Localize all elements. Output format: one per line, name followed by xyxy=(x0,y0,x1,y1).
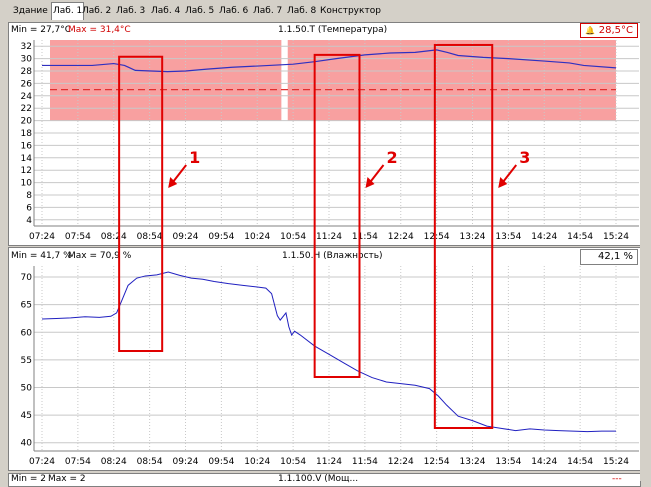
tab-constructor[interactable]: Конструктор xyxy=(320,6,381,16)
window-right-edge xyxy=(640,20,651,481)
tab-bar: Здание Лаб. 1 Лаб. 2 Лаб. 3 Лаб. 4 Лаб. 5 Лаб.… xyxy=(0,0,651,20)
temp-x-tick-label: 12:54 xyxy=(424,232,450,242)
temp-max-label: Max = 31,4°C xyxy=(68,25,131,35)
tab-lab-6[interactable]: Лаб. 6 xyxy=(219,6,249,16)
hum-x-tick-label: 09:54 xyxy=(208,457,234,467)
temp-current-value: 28,5°C xyxy=(598,25,633,36)
temp-y-tick-label: 32 xyxy=(21,42,32,52)
temp-x-tick-label: 14:54 xyxy=(567,232,593,242)
temp-x-tick-label: 11:24 xyxy=(316,232,342,242)
temp-x-tick-label: 12:24 xyxy=(388,232,414,242)
hum-x-tick-label: 08:54 xyxy=(137,457,163,467)
tab-lab-3[interactable]: Лаб. 3 xyxy=(116,6,146,16)
hum-x-tick-label: 07:54 xyxy=(65,457,91,467)
temp-x-tick-label: 08:24 xyxy=(101,232,127,242)
power-min-label: Min = 2 xyxy=(11,474,46,484)
hum-y-tick-label: 60 xyxy=(21,328,33,338)
tab-lab-7[interactable]: Лаб. 7 xyxy=(253,6,283,16)
temp-min-label: Min = 27,7°C xyxy=(11,25,72,35)
humidity-chart: 07:24 07:54 08:24 08:54 09:24 09:54 10:24 10:54… xyxy=(21,266,639,467)
temp-y-tick-label: 14 xyxy=(21,154,33,164)
hum-x-tick-label: 14:54 xyxy=(567,457,593,467)
temp-y-tick-label: 16 xyxy=(21,141,33,151)
temp-x-tick-label: 10:24 xyxy=(244,232,270,242)
hum-x-tick-label: 13:24 xyxy=(460,457,486,467)
hum-x-tick-label: 13:54 xyxy=(495,457,521,467)
hum-x-tick-label: 07:24 xyxy=(29,457,55,467)
temp-chart-title: 1.1.50.T (Температура) xyxy=(278,25,388,35)
temp-x-tick-label: 07:54 xyxy=(65,232,91,242)
tab-lab-2[interactable]: Лаб. 2 xyxy=(82,6,112,16)
hum-x-tick-label: 11:54 xyxy=(352,457,378,467)
hum-x-tick-label: 12:54 xyxy=(424,457,450,467)
temp-y-tick-label: 6 xyxy=(26,203,32,213)
hum-y-tick-label: 55 xyxy=(21,356,32,366)
temp-y-tick-label: 10 xyxy=(21,179,33,189)
temp-y-tick-label: 28 xyxy=(21,67,33,77)
temp-x-tick-label: 13:24 xyxy=(460,232,486,242)
temp-y-tick-label: 24 xyxy=(21,92,33,102)
temp-y-tick-label: 30 xyxy=(21,55,33,65)
hum-y-tick-label: 45 xyxy=(21,411,32,421)
temp-x-tick-label: 09:54 xyxy=(208,232,234,242)
temp-x-tick-label: 13:54 xyxy=(495,232,521,242)
tab-lab-1[interactable]: Лаб. 1 xyxy=(51,2,85,20)
hum-x-tick-label: 10:24 xyxy=(244,457,270,467)
temp-x-tick-label: 07:24 xyxy=(29,232,55,242)
temp-x-tick-label: 10:54 xyxy=(280,232,306,242)
tab-lab-4[interactable]: Лаб. 4 xyxy=(151,6,181,16)
hum-x-tick-label: 12:24 xyxy=(388,457,414,467)
hum-current-value-box: 42,1 % xyxy=(580,249,638,265)
hum-y-tick-label: 65 xyxy=(21,301,32,311)
temp-y-tick-label: 22 xyxy=(21,104,32,114)
temperature-chart: 07:24 07:54 08:24 08:54 09:24 09:54 10:24 10:54… xyxy=(21,40,639,242)
temp-y-tick-label: 20 xyxy=(21,117,33,127)
hum-y-tick-label: 70 xyxy=(21,273,33,283)
hum-chart-title: 1.1.50.H (Влажность) xyxy=(282,251,383,261)
hum-max-label: Max = 70,9 % xyxy=(68,251,132,261)
hum-x-tick-label: 11:24 xyxy=(316,457,342,467)
hum-x-tick-label: 10:54 xyxy=(280,457,306,467)
alarm-band-left xyxy=(50,40,282,121)
tab-lab-5[interactable]: Лаб. 5 xyxy=(185,6,215,16)
temp-current-value-box: 🔔 28,5°C xyxy=(580,23,638,38)
power-current-value: --- xyxy=(612,474,622,484)
temp-y-tick-label: 26 xyxy=(21,79,33,89)
temp-x-tick-label: 09:24 xyxy=(173,232,199,242)
hum-x-tick-label: 15:24 xyxy=(603,457,629,467)
temp-y-tick-label: 8 xyxy=(26,191,32,201)
power-chart-title: 1.1.100.V (Мощ... xyxy=(278,474,359,484)
hum-current-value: 42,1 % xyxy=(598,251,633,262)
hum-x-tick-label: 08:24 xyxy=(101,457,127,467)
hum-min-label: Min = 41,7 % xyxy=(11,251,72,261)
temp-y-tick-label: 4 xyxy=(26,216,32,226)
hum-y-tick-label: 50 xyxy=(21,383,33,393)
temp-y-tick-label: 18 xyxy=(21,129,33,139)
power-max-label: Max = 2 xyxy=(48,474,86,484)
temp-x-tick-label: 11:54 xyxy=(352,232,378,242)
hum-y-tick-label: 40 xyxy=(21,439,33,449)
temp-x-tick-label: 14:24 xyxy=(531,232,557,242)
alarm-bell-icon: 🔔 xyxy=(585,26,595,35)
temp-x-tick-label: 08:54 xyxy=(137,232,163,242)
temp-x-tick-label: 15:24 xyxy=(603,232,629,242)
tab-lab-8[interactable]: Лаб. 8 xyxy=(287,6,317,16)
tab-building[interactable]: Здание xyxy=(13,6,48,16)
hum-x-tick-label: 14:24 xyxy=(531,457,557,467)
temp-y-tick-label: 12 xyxy=(21,166,32,176)
hum-x-tick-label: 09:24 xyxy=(173,457,199,467)
